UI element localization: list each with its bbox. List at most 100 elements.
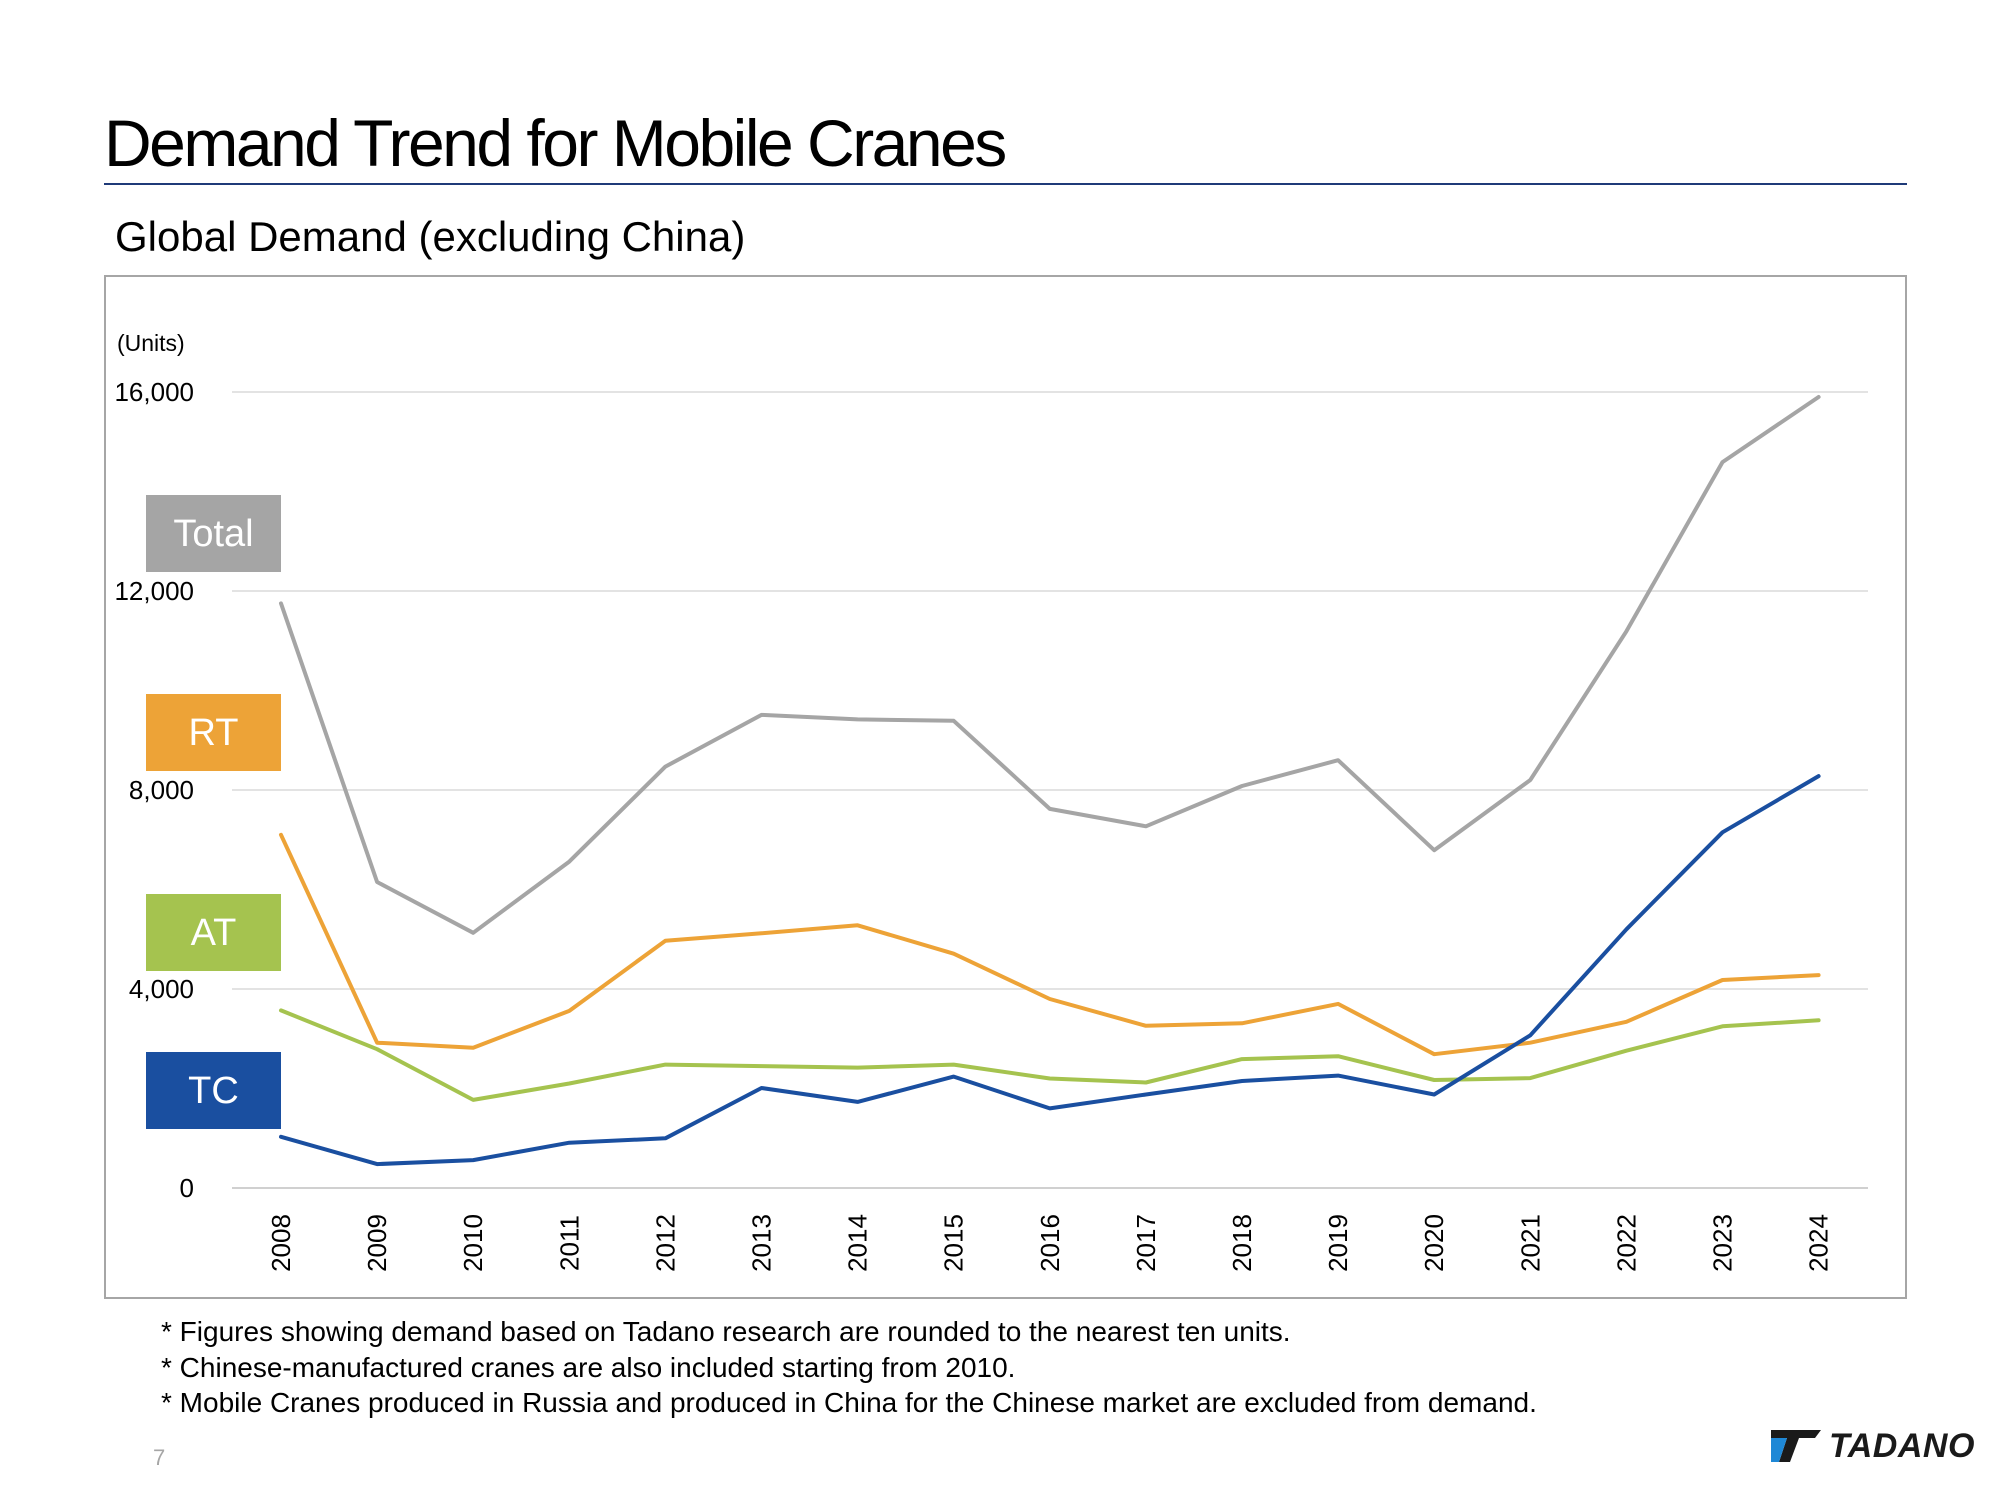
data-point-rt [566, 1008, 572, 1014]
data-point-tc [470, 1157, 476, 1163]
footnote: * Figures showing demand based on Tadano… [161, 1316, 1291, 1347]
data-point-total [566, 859, 572, 865]
data-point-tc [759, 1085, 765, 1091]
series-line-total [279, 395, 1821, 935]
footnotes: * Figures showing demand based on Tadano… [161, 1314, 1537, 1421]
company-logo: TADANO [1771, 1426, 1975, 1466]
legend-label: AT [191, 912, 237, 954]
legend-item-rt: RT [146, 694, 281, 771]
data-point-total [1143, 823, 1149, 829]
data-point-at [1431, 1077, 1437, 1083]
data-point-rt [1047, 996, 1053, 1002]
legend-swatch [146, 1052, 281, 1129]
data-point-at [1720, 1023, 1726, 1029]
x-tick-label: 2011 [554, 1215, 584, 1271]
data-point-tc [278, 1134, 284, 1140]
x-tick-label: 2022 [1611, 1214, 1641, 1272]
data-point-total [1239, 783, 1245, 789]
series-line-tc [279, 774, 1821, 1167]
legend-swatch [146, 894, 281, 971]
footnote: * Mobile Cranes produced in Russia and p… [161, 1387, 1537, 1418]
data-point-rt [1431, 1051, 1437, 1057]
y-tick-label: 0 [180, 1173, 194, 1203]
data-point-total [855, 716, 861, 722]
data-point-total [1335, 757, 1341, 763]
data-point-rt [951, 951, 957, 957]
x-tick-label: 2016 [1035, 1214, 1065, 1272]
x-tick-label: 2019 [1323, 1214, 1353, 1272]
legend-swatch [146, 694, 281, 771]
data-point-total [759, 712, 765, 718]
x-tick-label: 2024 [1804, 1214, 1834, 1272]
data-point-total [1816, 394, 1822, 400]
legend-swatch [146, 495, 281, 572]
data-point-total [1047, 806, 1053, 812]
page-number: 7 [153, 1445, 166, 1470]
chart-frame [104, 275, 1907, 1299]
data-point-tc [1816, 773, 1822, 779]
data-point-at [662, 1062, 668, 1068]
data-point-tc [1047, 1105, 1053, 1111]
x-tick-label: 2013 [747, 1214, 777, 1272]
data-point-total [951, 718, 957, 724]
data-point-rt [1527, 1040, 1533, 1046]
x-tick-label: 2021 [1515, 1214, 1545, 1272]
y-tick-label: 12,000 [114, 576, 194, 606]
x-tick-label: 2018 [1227, 1214, 1257, 1272]
data-point-rt [1239, 1020, 1245, 1026]
data-point-tc [1239, 1078, 1245, 1084]
data-point-rt [1720, 977, 1726, 983]
data-point-tc [1143, 1091, 1149, 1097]
x-tick-label: 2015 [939, 1214, 969, 1272]
y-tick-label: 8,000 [129, 775, 194, 805]
data-point-rt [1143, 1023, 1149, 1029]
data-point-at [374, 1046, 380, 1052]
series-line-rt [279, 832, 1821, 1057]
data-point-total [1431, 847, 1437, 853]
data-point-at [1623, 1048, 1629, 1054]
data-point-at [1816, 1017, 1822, 1023]
data-point-rt [759, 930, 765, 936]
data-point-tc [1335, 1073, 1341, 1079]
data-point-rt [374, 1040, 380, 1046]
chart-subtitle: Global Demand (excluding China) [115, 213, 746, 260]
title-underline [104, 183, 1907, 185]
data-point-at [470, 1097, 476, 1103]
logo-text: TADANO [1829, 1426, 1975, 1465]
data-point-at [951, 1062, 957, 1068]
data-point-total [278, 600, 284, 606]
data-point-total [662, 764, 668, 770]
data-point-total [374, 879, 380, 885]
legend-label: TC [188, 1070, 239, 1112]
data-point-at [1239, 1056, 1245, 1062]
x-tick-label: 2023 [1708, 1214, 1738, 1272]
data-point-tc [951, 1074, 957, 1080]
x-tick-label: 2014 [843, 1214, 873, 1272]
legend-label: RT [189, 712, 239, 754]
data-point-tc [662, 1135, 668, 1141]
x-tick-label: 2012 [650, 1214, 680, 1272]
data-point-total [1720, 459, 1726, 465]
data-point-tc [1431, 1091, 1437, 1097]
legend-item-total: Total [146, 495, 281, 572]
data-point-rt [278, 832, 284, 838]
data-point-rt [1816, 972, 1822, 978]
data-point-at [1527, 1075, 1533, 1081]
x-tick-label: 2020 [1419, 1214, 1449, 1272]
data-point-rt [1623, 1019, 1629, 1025]
data-point-at [1143, 1080, 1149, 1086]
data-point-total [1623, 628, 1629, 634]
legend-item-at: AT [146, 894, 281, 971]
y-tick-label: 4,000 [129, 974, 194, 1004]
data-point-at [759, 1063, 765, 1069]
data-point-tc [374, 1161, 380, 1167]
x-tick-label: 2009 [362, 1214, 392, 1272]
tadano-mark-icon [1771, 1430, 1821, 1462]
data-point-total [470, 930, 476, 936]
data-point-total [1527, 777, 1533, 783]
data-point-tc [855, 1099, 861, 1105]
data-point-at [855, 1065, 861, 1071]
legend-label: Total [173, 513, 253, 555]
data-point-tc [1623, 926, 1629, 932]
data-point-rt [662, 938, 668, 944]
